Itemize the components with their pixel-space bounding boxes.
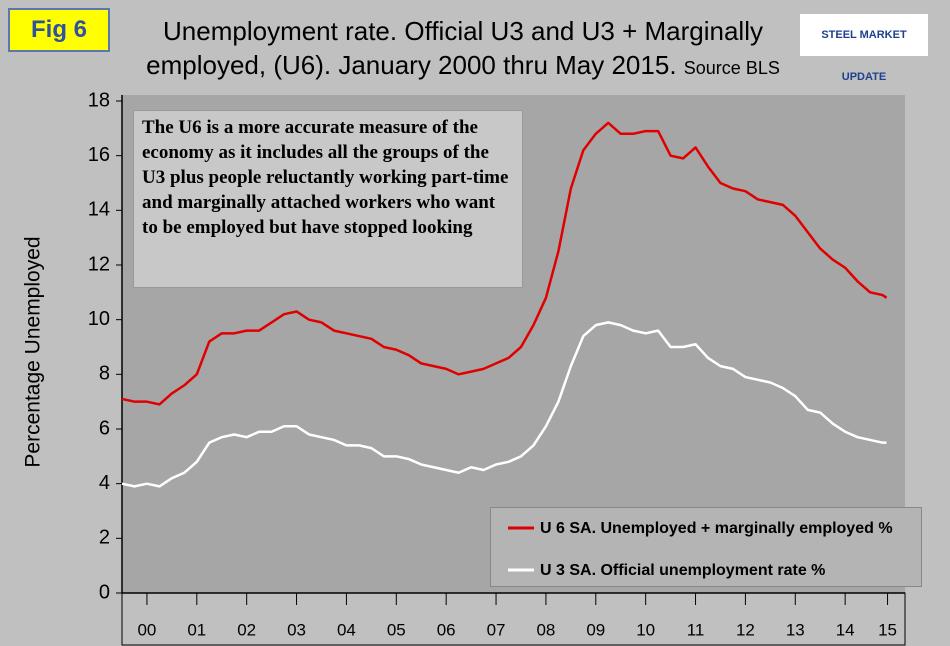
y-tick-label: 8 <box>99 363 110 385</box>
x-tick-label: 04 <box>337 620 356 639</box>
x-label-band <box>121 592 906 646</box>
x-tick-label: 02 <box>237 620 256 639</box>
series-line <box>121 121 888 406</box>
y-tick-label: 12 <box>88 253 110 275</box>
y-tick-label: 6 <box>99 417 110 439</box>
x-tick-label: 07 <box>487 620 506 639</box>
x-tick-label: 14 <box>836 620 855 639</box>
y-tick-label: 2 <box>99 527 110 549</box>
x-tick-label: 08 <box>536 620 555 639</box>
x-tick-label: 10 <box>636 620 655 639</box>
y-tick-label: 4 <box>99 472 110 494</box>
x-tick-label: 09 <box>586 620 605 639</box>
annotation: The U6 is a more accurate measure of the… <box>133 110 523 288</box>
x-tick-label: 12 <box>736 620 755 639</box>
y-tick-label: 0 <box>99 581 110 603</box>
x-tick-label: 00 <box>137 620 156 639</box>
y-axis-label: Percentage Unemployed <box>22 236 45 467</box>
source: Source BLS <box>683 58 780 78</box>
y-tick-label: 14 <box>88 199 110 221</box>
y-tick-label: 16 <box>88 144 110 166</box>
x-tick-label: 15 <box>878 620 897 639</box>
x-tick-label: 13 <box>786 620 805 639</box>
x-tick-label: 05 <box>387 620 406 639</box>
x-tick-label: 11 <box>687 620 705 639</box>
legend-box <box>490 507 922 587</box>
chart-title: Unemployment rate. Official U3 and U3 + … <box>146 16 763 80</box>
logo: STEEL MARKET UPDATE <box>800 14 928 83</box>
title-block: Unemployment rate. Official U3 and U3 + … <box>118 14 808 85</box>
x-tick-label: 01 <box>187 620 206 639</box>
series-line <box>121 321 887 488</box>
y-tick-label: 18 <box>88 89 110 111</box>
x-tick-label: 03 <box>287 620 306 639</box>
fig-badge: Fig 6 <box>8 8 110 52</box>
x-tick-label: 06 <box>437 620 456 639</box>
y-tick-label: 10 <box>88 308 110 330</box>
